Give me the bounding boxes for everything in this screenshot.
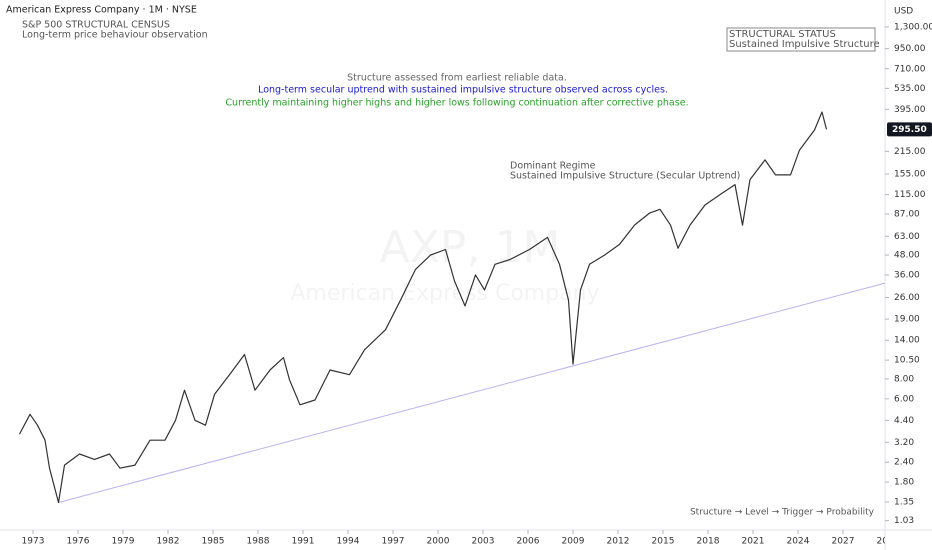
x-tick-label: 1997	[382, 537, 405, 547]
x-tick-label: 1988	[247, 537, 270, 547]
x-tick-label: 2012	[607, 537, 630, 547]
y-tick-label: 115.00	[894, 190, 926, 200]
x-tick-label: 1979	[112, 537, 135, 547]
x-axis: 1973 1976 1979 1982 1985 1988 1991 1994 1997 2000…	[22, 530, 900, 547]
x-tick-label: 2000	[427, 537, 450, 547]
y-tick-label: 1,300.00	[894, 22, 932, 32]
y-tick-label: 395.00	[894, 105, 926, 115]
x-tick-label: 1976	[67, 537, 90, 547]
y-tick-label: 8.00	[894, 374, 914, 384]
footer-note: Structure → Level → Trigger → Probabilit…	[690, 508, 875, 518]
x-tick-label: 2021	[742, 537, 765, 547]
trendline	[58, 282, 886, 503]
x-tick-label: 1994	[337, 537, 360, 547]
x-tick-label: 2006	[517, 537, 540, 547]
last-price-label: 295.50	[892, 125, 927, 135]
y-tick-label: 26.00	[894, 293, 920, 303]
y-tick-label: 1.35	[894, 497, 914, 507]
y-tick-label: 215.00	[894, 147, 926, 157]
x-tick-label: 2024	[787, 537, 810, 547]
x-tick-label: 2018	[697, 537, 720, 547]
y-tick-label: 63.00	[894, 232, 920, 242]
y-tick-label: 2.40	[894, 458, 914, 468]
y-tick-label: 14.00	[894, 336, 920, 346]
price-line	[18, 111, 828, 504]
status-box	[726, 27, 876, 52]
y-tick-label: 155.00	[894, 170, 926, 180]
y-tick-label: 6.00	[894, 394, 914, 404]
x-tick-label: 2009	[562, 537, 585, 547]
y-tick-label: 3.20	[894, 438, 914, 448]
y-tick-label: 10.50	[894, 356, 920, 366]
x-tick-label: 1985	[202, 537, 225, 547]
note: Long-term secular uptrend with sustained…	[258, 85, 668, 96]
regime-value: Sustained Impulsive Structure (Secular U…	[510, 171, 740, 182]
y-tick-label: 535.00	[894, 84, 926, 94]
y-tick-label: 1.03	[894, 516, 914, 526]
regime-title: Dominant Regime	[510, 161, 596, 172]
status-title: STRUCTURAL STATUS	[729, 29, 836, 40]
study-title: S&P 500 STRUCTURAL CENSUS	[22, 20, 170, 31]
currency: USD	[894, 7, 913, 17]
watermark: American Express Company	[290, 281, 599, 306]
x-tick-label: 1991	[292, 537, 315, 547]
y-tick-label: 36.00	[894, 270, 920, 280]
y-tick-label: 710.00	[894, 64, 926, 74]
x-tick-label: 2027	[832, 537, 855, 547]
last-price-tag	[887, 122, 932, 137]
note: Structure assessed from earliest reliabl…	[347, 73, 567, 84]
y-tick-label: 950.00	[894, 44, 926, 54]
y-tick-label: 87.00	[894, 209, 920, 219]
y-tick-label: 4.40	[894, 416, 914, 426]
x-tick-label: 1973	[22, 537, 45, 547]
y-tick-label: 1.80	[894, 478, 914, 488]
x-tick-label: 2030	[877, 537, 900, 547]
x-tick-label: 2003	[472, 537, 495, 547]
study-subtitle: Long-term price behaviour observation	[22, 30, 208, 41]
note: Currently maintaining higher highs and h…	[225, 98, 688, 109]
x-tick-label: 1982	[157, 537, 180, 547]
status-value: Sustained Impulsive Structure	[729, 39, 880, 50]
x-tick-label: 2015	[652, 537, 675, 547]
y-tick-label: 19.00	[894, 315, 920, 325]
watermark: AXP, 1M	[380, 222, 561, 273]
y-tick-label: 48.00	[894, 251, 920, 261]
header: American Express Company · 1M · NYSE	[6, 5, 197, 16]
